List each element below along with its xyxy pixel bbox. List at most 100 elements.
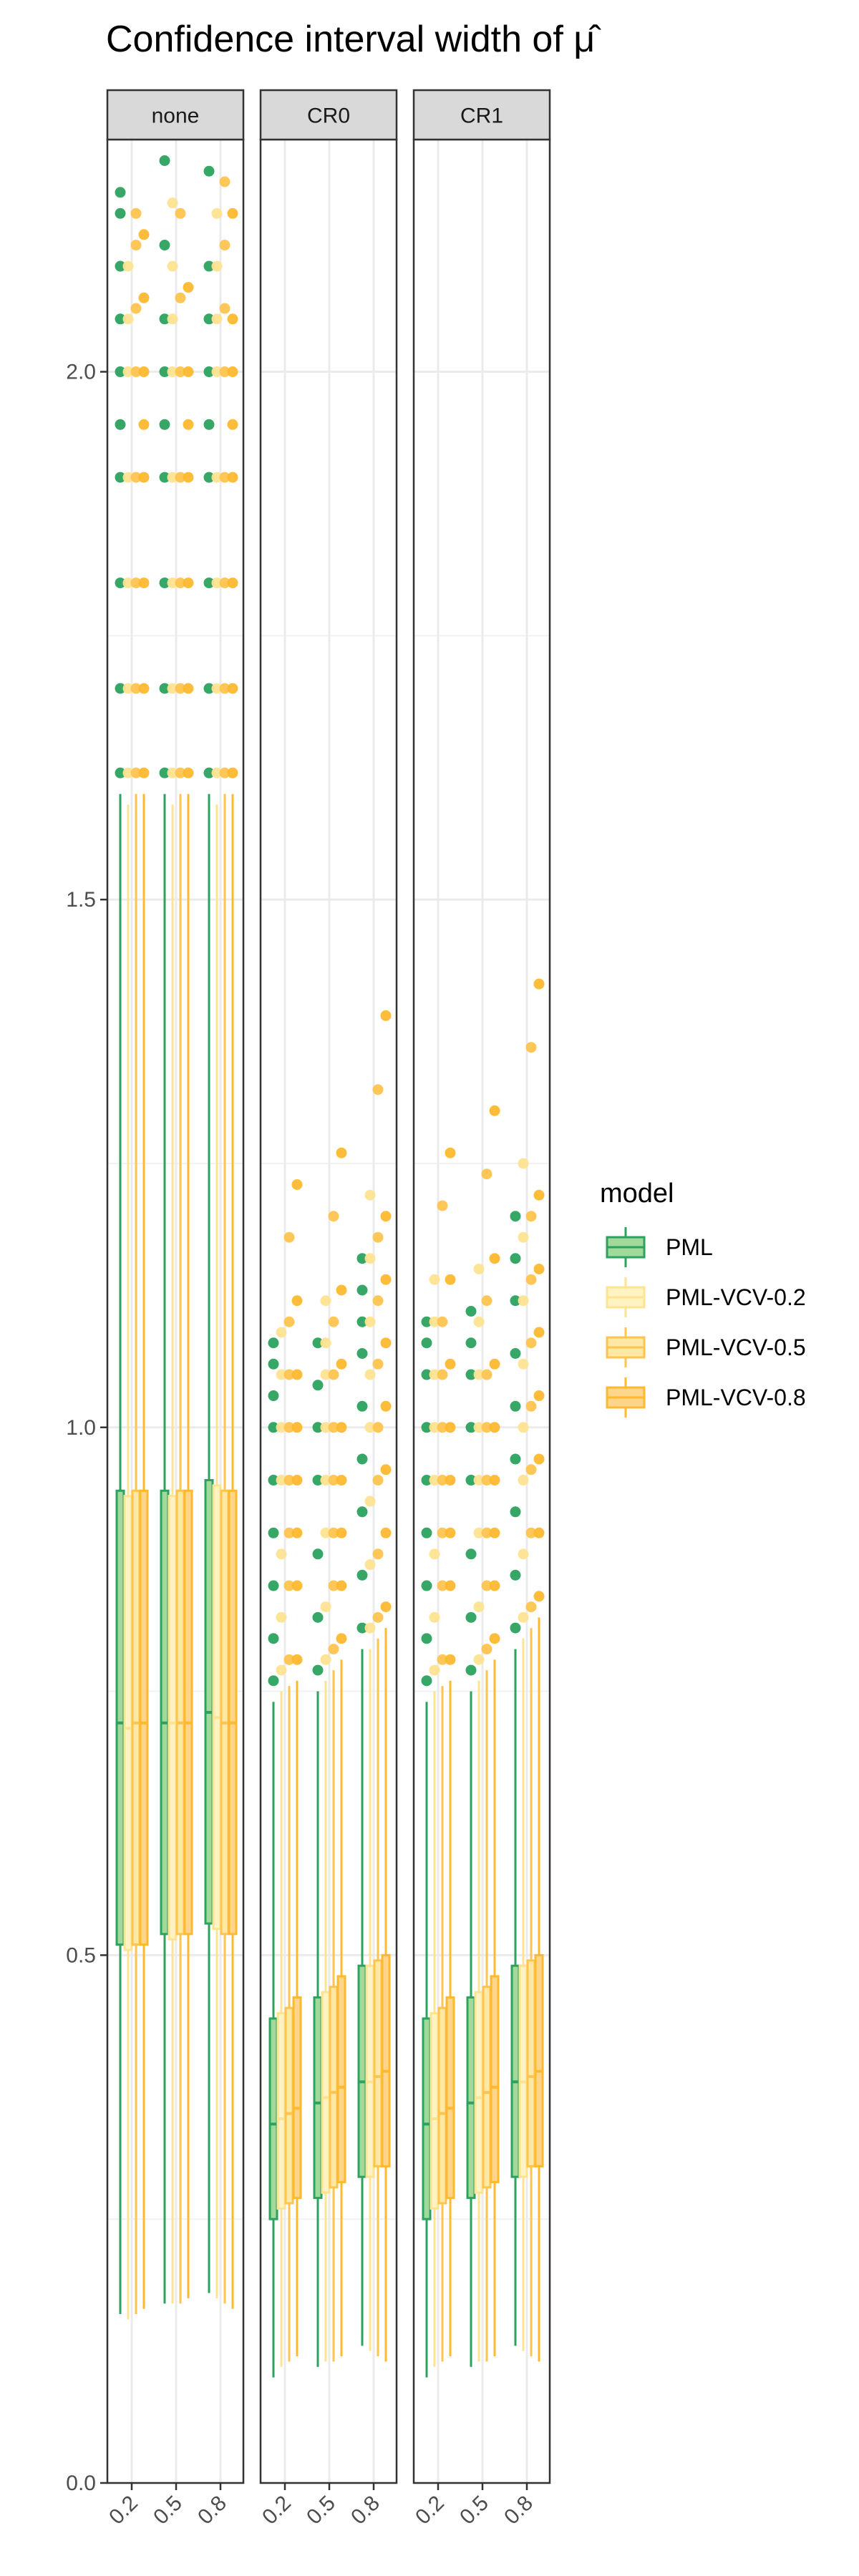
outlier-point — [518, 1231, 529, 1243]
box-group-0.8 — [510, 978, 545, 2362]
box-iqr — [284, 2006, 294, 2205]
outlier-point — [115, 366, 126, 378]
outlier-point — [115, 683, 126, 694]
legend-entry-pml-vcv-0.8: PML-VCV-0.8 — [606, 1377, 806, 1418]
outlier-point — [312, 1380, 324, 1391]
outlier-point — [122, 683, 134, 694]
outlier-point — [336, 1422, 347, 1433]
box-iqr — [437, 2006, 447, 2205]
box-group-0.5 — [465, 1105, 500, 2367]
outlier-point — [489, 1358, 500, 1370]
outlier-point — [159, 240, 170, 251]
outlier-point — [115, 208, 126, 219]
outlier-point — [380, 1211, 392, 1222]
x-tick-label: 0.2 — [258, 2492, 296, 2529]
outlier-point — [159, 313, 170, 325]
box-pml — [312, 1337, 324, 2367]
outlier-point — [167, 197, 178, 209]
outlier-point — [465, 1611, 477, 1623]
outlier-point — [465, 1337, 477, 1349]
outlier-point — [429, 1274, 440, 1285]
outlier-point — [336, 1475, 347, 1486]
strip-label: none — [152, 104, 200, 128]
outlier-point — [364, 1422, 376, 1433]
outlier-point — [320, 1369, 331, 1380]
box-iqr — [430, 2012, 440, 2210]
outlier-point — [167, 313, 178, 325]
outlier-point — [380, 1274, 392, 1285]
outlier-point — [429, 1369, 440, 1380]
outlier-point — [518, 1158, 529, 1169]
outlier-point — [328, 1644, 339, 1655]
outlier-point — [473, 1475, 485, 1486]
outlier-point — [518, 1295, 529, 1307]
y-axis: 0.0 0.5 1.0 1.5 2.0 — [66, 361, 107, 2495]
x-tick-label: 0.8 — [500, 2492, 538, 2529]
outlier-point — [429, 1664, 440, 1676]
y-tick-label: 1.5 — [66, 888, 96, 912]
outlier-point — [356, 1506, 368, 1518]
outlier-point — [130, 366, 142, 378]
y-tick-label: 0.0 — [66, 2472, 96, 2495]
box-pml-vcv-0.2 — [364, 1189, 376, 2351]
panel-none: none 0.2 0.5 0.8 — [105, 89, 245, 2529]
outlier-point — [291, 1527, 303, 1538]
outlier-point — [219, 577, 230, 589]
x-tick-label: 0.8 — [193, 2492, 231, 2529]
outlier-point — [312, 1664, 324, 1676]
outlier-point — [364, 1316, 376, 1327]
box-pml — [465, 1306, 477, 2367]
outlier-point — [219, 767, 230, 779]
outlier-point — [429, 1475, 440, 1486]
outlier-point — [115, 419, 126, 430]
outlier-point — [211, 472, 223, 483]
outlier-point — [167, 577, 178, 589]
box-pml-vcv-0.8 — [489, 1105, 500, 2356]
outlier-point — [533, 1327, 545, 1338]
chart-title: Confidence interval width of μ̂ — [106, 19, 601, 60]
outlier-point — [312, 1611, 324, 1623]
outlier-point — [481, 1422, 492, 1433]
outlier-point — [167, 472, 178, 483]
outlier-point — [421, 1580, 432, 1591]
strip-background — [259, 89, 398, 141]
outlier-point — [130, 577, 142, 589]
outlier-point — [525, 1400, 537, 1412]
outlier-point — [328, 1475, 339, 1486]
outlier-point — [115, 260, 126, 272]
legend-entry-pml-vcv-0.5: PML-VCV-0.5 — [606, 1327, 806, 1367]
box-iqr — [160, 1489, 170, 1936]
outlier-point — [437, 1475, 448, 1486]
outlier-point — [227, 577, 238, 589]
box-pml-vcv-0.5 — [283, 1231, 295, 2362]
outlier-point — [328, 1580, 339, 1591]
box-iqr — [357, 1964, 367, 2178]
outlier-point — [336, 1527, 347, 1538]
legend-title: model — [600, 1179, 674, 1209]
outlier-point — [533, 1390, 545, 1402]
outlier-point — [159, 419, 170, 430]
outlier-point — [437, 1316, 448, 1327]
legend: model PML PML-VCV-0.2 PML-VCV-0.5 PML-VCV-0… — [600, 1179, 806, 1418]
outlier-point — [372, 1231, 384, 1243]
outlier-point — [320, 1654, 331, 1665]
outlier-point — [445, 1580, 456, 1591]
outlier-point — [211, 767, 223, 779]
box-pml-vcv-0.2 — [473, 1263, 485, 2362]
outlier-point — [364, 1369, 376, 1380]
box-group-0.2 — [268, 1179, 303, 2378]
outlier-point — [380, 1464, 392, 1475]
box-iqr — [139, 1489, 149, 1946]
box-pml-vcv-0.8 — [380, 1010, 392, 2362]
outlier-point — [283, 1527, 295, 1538]
outlier-point — [130, 472, 142, 483]
y-tick-label: 1.0 — [66, 1416, 96, 1440]
outlier-point — [283, 1422, 295, 1433]
outlier-point — [510, 1400, 521, 1412]
outlier-point — [312, 1548, 324, 1560]
outlier-point — [364, 1622, 376, 1634]
outlier-point — [372, 1422, 384, 1433]
strip-background — [106, 89, 245, 141]
box-iqr — [212, 1484, 222, 1931]
box-iqr — [482, 1986, 492, 2189]
